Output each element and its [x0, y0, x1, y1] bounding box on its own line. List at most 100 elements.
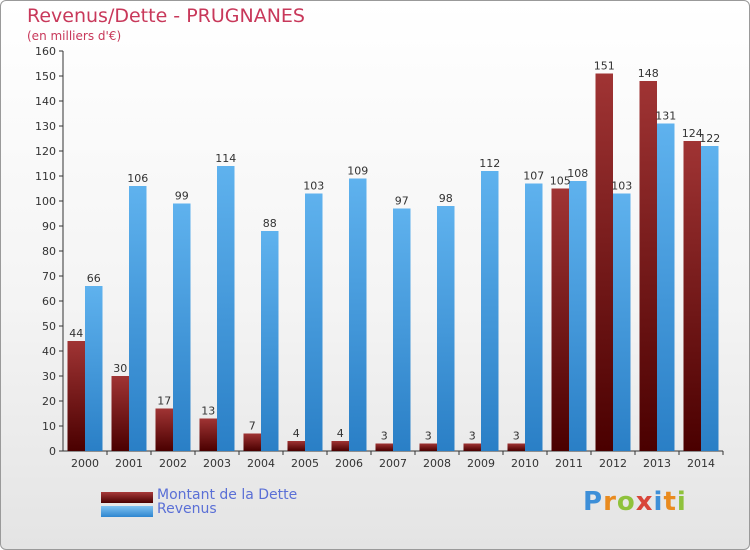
bar-dette — [243, 433, 261, 451]
bar-revenus — [701, 146, 719, 451]
bar-revenus — [305, 193, 323, 451]
data-label: 151 — [594, 60, 615, 73]
data-label: 17 — [157, 395, 171, 408]
y-tick-label: 40 — [42, 345, 56, 358]
y-tick-label: 160 — [35, 45, 56, 58]
proxiti-logo[interactable]: Proxiti — [583, 487, 687, 517]
data-label: 114 — [215, 152, 236, 165]
y-tick-label: 120 — [35, 145, 56, 158]
data-label: 3 — [381, 430, 388, 443]
bar-revenus — [525, 183, 543, 451]
data-label: 148 — [638, 67, 659, 80]
bar-revenus — [85, 286, 103, 451]
bar-revenus — [393, 208, 411, 451]
chart-subtitle: (en milliers d'€) — [27, 29, 122, 43]
y-tick-label: 130 — [35, 120, 56, 133]
data-label: 124 — [682, 127, 703, 140]
x-tick-label: 2000 — [71, 457, 99, 470]
legend-label-revenus: Revenus — [157, 501, 217, 517]
logo-letter: o — [616, 487, 636, 517]
data-label: 131 — [655, 110, 676, 123]
data-label: 88 — [263, 217, 277, 230]
logo-letter: i — [653, 487, 664, 517]
bar-revenus — [481, 171, 499, 451]
logo-letter: i — [676, 487, 687, 517]
y-tick-label: 10 — [42, 420, 56, 433]
data-label: 108 — [567, 167, 588, 180]
data-label: 122 — [699, 132, 720, 145]
bar-dette — [683, 141, 701, 451]
logo-letter: P — [583, 487, 604, 517]
y-tick-label: 140 — [35, 95, 56, 108]
x-tick-label: 2011 — [555, 457, 583, 470]
data-label: 3 — [513, 430, 520, 443]
bar-revenus — [173, 203, 191, 451]
bar-dette — [419, 443, 437, 451]
data-label: 13 — [201, 405, 215, 418]
data-label: 106 — [127, 172, 148, 185]
y-tick-label: 70 — [42, 270, 56, 283]
x-tick-label: 2008 — [423, 457, 451, 470]
data-label: 3 — [469, 430, 476, 443]
bar-revenus — [437, 206, 455, 451]
data-label: 98 — [439, 192, 453, 205]
y-tick-label: 50 — [42, 320, 56, 333]
data-label: 112 — [479, 157, 500, 170]
bar-revenus — [261, 231, 279, 451]
y-axis: 0 10 20 30 40 50 60 70 80 90 100 110 120 130 140 150 160 — [35, 45, 64, 458]
logo-letter: x — [635, 487, 654, 517]
bar-revenus — [613, 193, 631, 451]
x-tick-label: 2009 — [467, 457, 495, 470]
y-tick-label: 80 — [42, 245, 56, 258]
data-label: 3 — [425, 430, 432, 443]
logo-letter: r — [603, 487, 617, 517]
bar-revenus — [217, 166, 235, 451]
bar-dette — [111, 376, 129, 451]
chart-title: Revenus/Dette - PRUGNANES — [27, 5, 305, 27]
data-label: 107 — [523, 170, 544, 183]
y-tick-label: 30 — [42, 370, 56, 383]
data-label: 66 — [87, 272, 101, 285]
x-tick-label: 2001 — [115, 457, 143, 470]
bar-revenus — [349, 178, 367, 451]
x-tick-label: 2012 — [599, 457, 627, 470]
bar-dette — [639, 81, 657, 451]
bar-dette — [595, 73, 613, 451]
data-label: 7 — [249, 420, 256, 433]
y-tick-label: 110 — [35, 170, 56, 183]
bars — [67, 73, 719, 451]
legend-swatch-revenus — [101, 506, 153, 517]
data-label: 109 — [347, 165, 368, 178]
bar-dette — [551, 188, 569, 451]
data-label: 30 — [113, 362, 127, 375]
bar-dette — [155, 408, 173, 451]
x-tick-label: 2014 — [687, 457, 715, 470]
x-tick-label: 2013 — [643, 457, 671, 470]
y-tick-label: 150 — [35, 70, 56, 83]
bar-revenus — [657, 123, 675, 451]
data-label: 97 — [395, 195, 409, 208]
bar-dette — [463, 443, 481, 451]
data-label: 103 — [303, 180, 324, 193]
y-tick-label: 20 — [42, 395, 56, 408]
x-tick-label: 2007 — [379, 457, 407, 470]
x-tick-label: 2004 — [247, 457, 275, 470]
x-tick-label: 2002 — [159, 457, 187, 470]
bar-dette — [331, 441, 349, 451]
x-tick-label: 2003 — [203, 457, 231, 470]
data-label: 105 — [550, 175, 571, 188]
data-label: 4 — [293, 427, 300, 440]
logo-letter: t — [663, 487, 677, 517]
bar-dette — [199, 418, 217, 451]
y-tick-label: 0 — [49, 445, 56, 458]
x-tick-label: 2006 — [335, 457, 363, 470]
data-label: 44 — [69, 327, 83, 340]
data-label: 103 — [611, 180, 632, 193]
x-axis: 2000 2001 2002 2003 2004 2005 2006 2007 2008 2009… — [63, 450, 724, 470]
bar-revenus — [129, 186, 147, 451]
data-label: 4 — [337, 427, 344, 440]
y-tick-label: 100 — [35, 195, 56, 208]
